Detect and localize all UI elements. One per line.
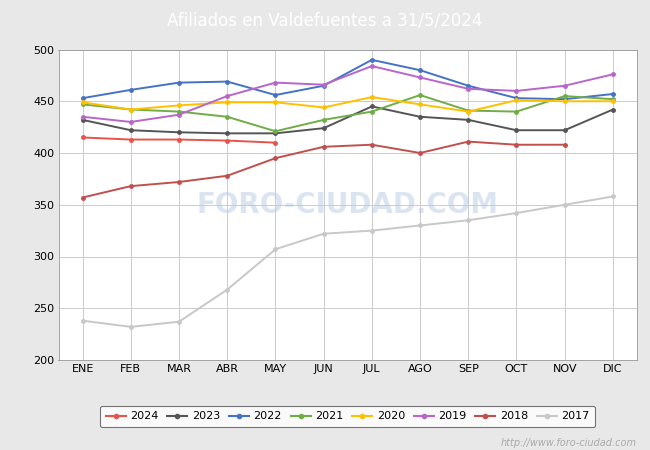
Text: FORO-CIUDAD.COM: FORO-CIUDAD.COM <box>197 191 499 219</box>
Text: Afiliados en Valdefuentes a 31/5/2024: Afiliados en Valdefuentes a 31/5/2024 <box>167 11 483 29</box>
Text: http://www.foro-ciudad.com: http://www.foro-ciudad.com <box>501 438 637 448</box>
Legend: 2024, 2023, 2022, 2021, 2020, 2019, 2018, 2017: 2024, 2023, 2022, 2021, 2020, 2019, 2018… <box>100 406 595 427</box>
